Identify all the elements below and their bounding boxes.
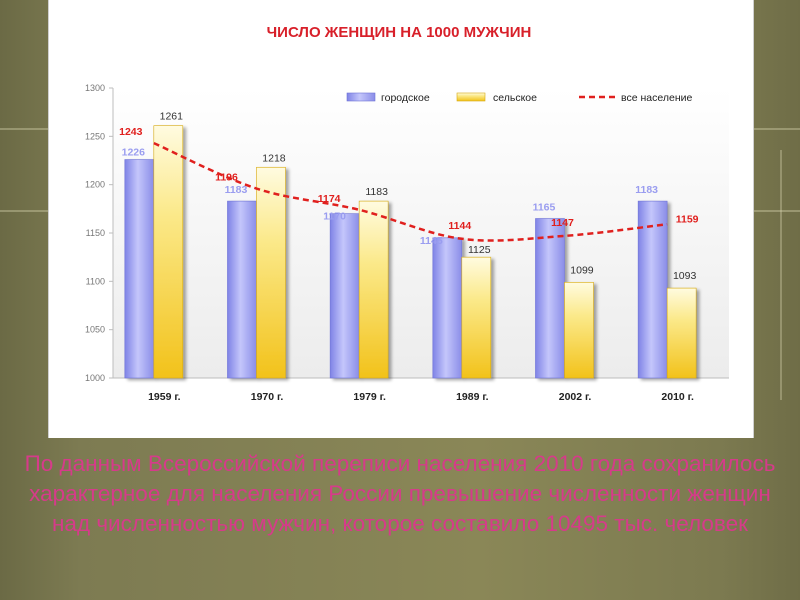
legend-label-urban: городское [381,92,430,104]
caption-text: По данным Всероссийской переписи населен… [24,451,776,536]
data-label-urban: 1145 [420,235,443,247]
category-label: 1989 г. [456,391,489,403]
data-label-total: 1159 [676,213,699,225]
bar-urban [535,218,565,379]
y-tick-label: 1150 [86,228,105,238]
data-label-total: 1144 [448,220,471,232]
legend: городское сельское все население [346,92,692,104]
data-label-urban: 1183 [635,184,658,196]
y-tick-label: 1000 [85,373,105,383]
data-label-total: 1196 [215,172,238,184]
category-label: 2010 г. [661,391,694,403]
data-label-rural: 1218 [262,152,286,164]
legend-label-rural: сельское [493,92,537,104]
data-label-urban: 1165 [533,202,556,214]
legend-swatch-urban [346,92,376,102]
data-label-total: 1243 [119,126,143,138]
bar-urban [227,200,257,379]
category-label: 1959 г. [148,391,181,403]
plot-area [113,88,729,378]
category-label: 1970 г. [251,391,284,403]
y-tick-label: 1050 [85,325,105,335]
legend-label-total: все население [621,92,692,104]
bar-urban [329,213,360,379]
data-label-total: 1147 [551,217,574,229]
data-label-rural: 1125 [468,244,491,256]
data-label-rural: 1099 [570,264,594,276]
y-tick-label: 1300 [85,83,105,93]
series-line-total [153,141,668,242]
chart-panel: ЧИСЛО ЖЕНЩИН НА 1000 МУЖЧИН 1000 1050 1100… [48,0,754,438]
y-tick-label: 1200 [85,180,105,190]
bar-rural [358,200,389,379]
data-label-rural: 1093 [673,270,697,282]
bar-rural [564,281,594,379]
chart-title: ЧИСЛО ЖЕНЩИН НА 1000 МУЖЧИН [267,24,532,41]
bar-rural [461,256,492,379]
category-label: 2002 г. [559,391,592,403]
data-label-rural: 1183 [365,186,388,198]
data-label-rural: 1261 [160,111,184,123]
y-tick-label: 1250 [85,131,105,141]
y-tick-label: 1100 [86,276,105,286]
category-label: 1979 г. [353,391,386,403]
data-label-urban: 1226 [122,147,146,159]
bar-rural [153,125,184,379]
bar-rural [256,166,286,379]
data-label-urban: 1183 [225,184,248,196]
legend-swatch-rural [456,92,486,102]
bar-urban [432,237,463,379]
data-label-urban: 1170 [323,211,346,223]
bar-rural [666,287,697,379]
bar-chart: ЧИСЛО ЖЕНЩИН НА 1000 МУЖЧИН 1000 1050 1100… [85,24,729,403]
data-label-total: 1174 [318,193,341,205]
bar-urban [124,159,155,379]
